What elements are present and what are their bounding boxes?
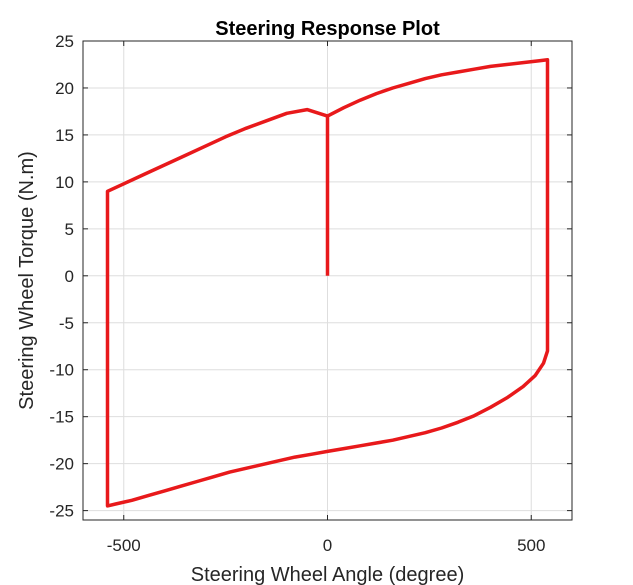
x-tick-label: -500	[107, 536, 141, 555]
y-tick-label: 5	[65, 220, 74, 239]
y-tick-label: -20	[49, 455, 74, 474]
y-tick-label: -5	[59, 314, 74, 333]
y-tick-label: -15	[49, 408, 74, 427]
y-tick-label: 15	[55, 126, 74, 145]
y-tick-label: 0	[65, 267, 74, 286]
series-layer	[105, 58, 550, 508]
ticks: -500 0 500 25 20 15 10 5 0 -5 -10 -15 -20 -25	[49, 32, 572, 555]
chart-title: Steering Response Plot	[215, 18, 440, 40]
y-tick-label: 25	[55, 32, 74, 51]
y-tick-label: -10	[49, 361, 74, 380]
series-line-torque	[105, 58, 550, 508]
y-tick-label: -25	[49, 502, 74, 521]
x-axis-label: Steering Wheel Angle (degree)	[191, 564, 465, 585]
y-tick-label: 10	[55, 173, 74, 192]
x-tick-label: 500	[517, 536, 545, 555]
grid	[83, 40, 572, 520]
y-axis-label: Steering Wheel Torque (N.m)	[16, 151, 38, 410]
x-tick-label: 0	[323, 536, 332, 555]
y-tick-label: 20	[55, 79, 74, 98]
